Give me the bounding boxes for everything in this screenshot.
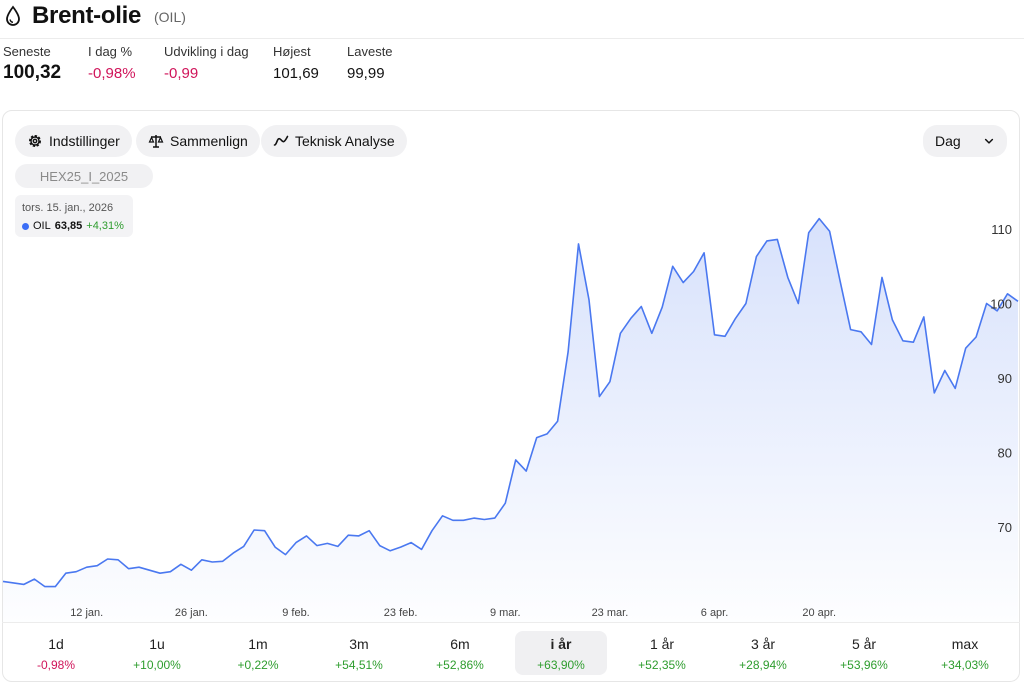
period-tab-label: 1m xyxy=(248,636,268,652)
period-tab-5[interactable]: 6m +52,86% xyxy=(414,631,506,675)
stat-today-pct: I dag % -0,98% xyxy=(88,44,136,82)
stat-label: I dag % xyxy=(88,44,133,59)
price-chart[interactable]: 70 80 90 100 110 12 jan. 26 jan. 9 feb. 23 feb.… xyxy=(0,185,1024,622)
period-tab-4[interactable]: 3m +54,51% xyxy=(313,631,405,675)
stat-label: Seneste xyxy=(3,44,51,59)
scale-icon xyxy=(148,135,164,148)
tooltip-price: 63,85 xyxy=(54,220,83,232)
stat-value: 99,99 xyxy=(347,65,385,82)
technical-analysis-label: Teknisk Analyse xyxy=(295,133,395,149)
period-tab-7[interactable]: 1 år +52,35% xyxy=(616,631,708,675)
period-tab-change: +34,03% xyxy=(941,658,989,672)
price-area xyxy=(3,218,1018,622)
stat-label: Højest xyxy=(273,44,311,59)
stat-label: Udvikling i dag xyxy=(164,44,249,59)
x-axis: 12 jan. 26 jan. 9 feb. 23 feb. 9 mar. 23 mar.… xyxy=(70,607,836,619)
series-dot xyxy=(22,222,29,230)
stat-value: 100,32 xyxy=(3,62,62,83)
period-tab-label: 3 år xyxy=(750,636,776,652)
technical-analysis-button[interactable]: Teknisk Analyse xyxy=(261,125,407,157)
period-tab-change: +28,94% xyxy=(739,658,787,672)
stat-today-change: Udvikling i dag -0,99 xyxy=(164,44,249,82)
compare-button[interactable]: Sammenlign xyxy=(136,125,260,157)
period-tab-label: 6m xyxy=(450,636,470,652)
period-tab-label: 1d xyxy=(48,636,64,652)
tooltip-series: OIL xyxy=(33,220,51,232)
period-tab-3[interactable]: 1m +0,22% xyxy=(212,631,304,675)
settings-label: Indstillinger xyxy=(49,133,120,149)
period-tabs: 1d -0,98% 1u +10,00% 1m +0,22% 3m +54,51% 6m +52,… xyxy=(2,622,1020,683)
y-tick-label: 90 xyxy=(998,371,1012,386)
trend-line-icon xyxy=(273,135,289,146)
price-line xyxy=(2,217,1019,588)
period-select-value: Dag xyxy=(935,133,961,149)
period-tab-change: +52,35% xyxy=(638,658,686,672)
page-title: Brent-olie xyxy=(32,2,142,29)
period-tab-change: +52,86% xyxy=(436,658,484,672)
stat-high: Højest 101,69 xyxy=(273,44,319,82)
y-tick-label: 110 xyxy=(991,222,1012,237)
ticker-symbol: (OIL) xyxy=(154,9,186,25)
y-axis: 70 80 90 100 110 xyxy=(990,222,1012,535)
period-tab-1[interactable]: 1d -0,98% xyxy=(10,631,102,675)
period-tab-9[interactable]: 5 år +53,96% xyxy=(818,631,910,675)
period-select[interactable]: Dag xyxy=(923,125,1007,157)
tooltip-row: OIL 63,85 +4,31% xyxy=(22,220,124,232)
stat-low: Laveste 99,99 xyxy=(347,44,393,82)
period-tab-label: i år xyxy=(550,636,572,652)
period-tab-change: -0,98% xyxy=(36,658,76,672)
x-tick-label: 23 mar. xyxy=(592,607,629,619)
period-tab-6[interactable]: i år +63,90% xyxy=(515,631,607,675)
period-tab-label: 1u xyxy=(149,636,165,652)
x-tick-label: 6 apr. xyxy=(701,607,729,619)
stat-value: -0,99 xyxy=(164,65,199,82)
period-tab-label: 3m xyxy=(349,636,369,652)
stat-latest: Seneste 100,32 xyxy=(3,44,61,84)
period-tab-label: 5 år xyxy=(851,636,877,652)
y-tick-label: 100 xyxy=(990,297,1012,312)
y-tick-label: 80 xyxy=(998,446,1012,461)
quote-stats: Seneste 100,32 I dag % -0,98% Udvikling … xyxy=(0,44,1024,90)
x-tick-label: 23 feb. xyxy=(384,607,418,619)
page-header: Brent-olie (OIL) xyxy=(0,0,1024,39)
period-tab-10[interactable]: max +34,03% xyxy=(919,631,1011,675)
x-tick-label: 9 feb. xyxy=(282,607,310,619)
preset-chip[interactable]: HEX25_I_2025 xyxy=(15,164,153,188)
tooltip-change: +4,31% xyxy=(86,220,124,232)
y-tick-label: 70 xyxy=(998,520,1012,535)
chart-tooltip: tors. 15. jan., 2026 OIL 63,85 +4,31% xyxy=(15,195,133,237)
x-tick-label: 26 jan. xyxy=(175,607,208,619)
drop-icon xyxy=(6,5,20,26)
stat-label: Laveste xyxy=(347,44,393,59)
period-tab-label: max xyxy=(951,636,979,652)
period-tab-change: +63,90% xyxy=(537,658,585,672)
chevron-down-icon xyxy=(984,138,994,144)
period-tab-8[interactable]: 3 år +28,94% xyxy=(717,631,809,675)
settings-button[interactable]: Indstillinger xyxy=(15,125,132,157)
period-tab-label: 1 år xyxy=(649,636,675,652)
x-tick-label: 9 mar. xyxy=(490,607,521,619)
period-tab-change: +53,96% xyxy=(840,658,888,672)
stat-value: -0,98% xyxy=(88,65,136,82)
period-tab-change: +0,22% xyxy=(237,658,279,672)
period-tab-2[interactable]: 1u +10,00% xyxy=(111,631,203,675)
period-tab-change: +54,51% xyxy=(335,658,383,672)
gear-icon xyxy=(29,135,41,147)
x-tick-label: 12 jan. xyxy=(70,607,103,619)
x-tick-label: 20 apr. xyxy=(802,607,836,619)
compare-label: Sammenlign xyxy=(170,133,248,149)
tooltip-date: tors. 15. jan., 2026 xyxy=(22,202,114,214)
stat-value: 101,69 xyxy=(273,65,319,82)
period-tab-change: +10,00% xyxy=(133,658,181,672)
